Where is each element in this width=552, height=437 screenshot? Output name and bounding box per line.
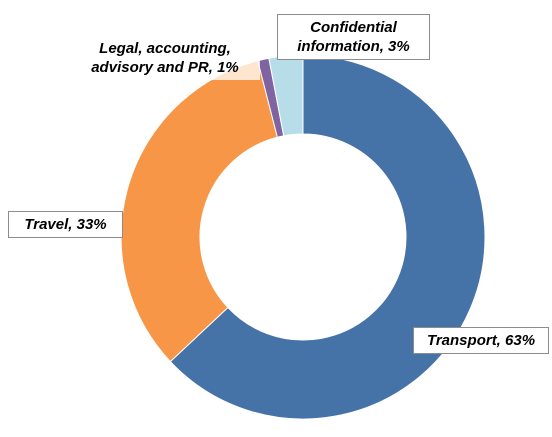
slice — [169, 54, 486, 420]
data-label: Transport, 63% — [413, 327, 549, 354]
slice — [120, 60, 278, 363]
data-label: Legal, accounting, advisory and PR, 1% — [70, 36, 260, 80]
data-label: Confidential information, 3% — [277, 14, 430, 60]
data-label: Travel, 33% — [8, 211, 123, 238]
